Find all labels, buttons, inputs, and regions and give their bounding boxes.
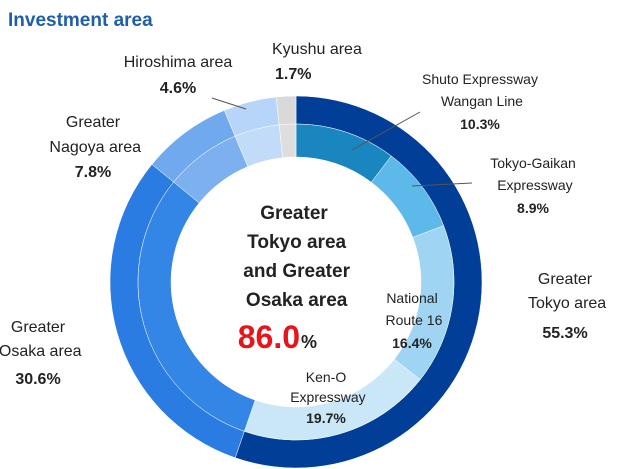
label: Greater Nagoya area xyxy=(45,114,141,156)
value-label: 55.3% xyxy=(542,325,587,342)
value-label: 7.8% xyxy=(75,164,111,181)
label-line: Tokyo-Gaikan xyxy=(490,155,576,171)
label-line: Nagoya area xyxy=(45,139,141,156)
value-label: 19.7% xyxy=(306,410,346,426)
rings xyxy=(109,95,483,469)
label-line: Hiroshima area xyxy=(124,54,233,71)
label-line: National xyxy=(386,290,437,306)
label-line: Expressway xyxy=(493,177,572,193)
label-line: and Greater xyxy=(238,261,351,282)
label-line: Route 16 xyxy=(382,312,443,328)
label: Ken-O Expressway xyxy=(286,369,365,405)
leader-line xyxy=(411,182,473,187)
value-label: 10.3% xyxy=(460,116,500,132)
label: Greater Tokyo area and Greater Osaka are… xyxy=(238,203,351,311)
label: Greater Tokyo area xyxy=(524,271,607,312)
leader-line xyxy=(351,111,421,151)
label-line: Greater xyxy=(66,114,121,131)
label: Tokyo-Gaikan Expressway xyxy=(490,155,576,193)
inner-segment xyxy=(278,123,297,158)
label: Hiroshima area xyxy=(124,54,233,71)
label-line: Greater xyxy=(11,319,66,336)
label: Greater Osaka area xyxy=(0,319,82,360)
center-unit: % xyxy=(301,332,317,352)
value-label: 16.4% xyxy=(392,335,432,351)
outer-segment xyxy=(275,95,297,126)
value-label: 4.6% xyxy=(160,80,196,97)
center-value: 86.0 xyxy=(238,319,300,355)
label-line: Osaka area xyxy=(241,290,348,311)
value-label: 8.9% xyxy=(517,200,549,216)
label-line: Kyushu area xyxy=(272,41,362,58)
label-line: Expressway xyxy=(286,389,365,405)
chart-title: Investment area xyxy=(8,10,153,31)
value-label: 1.7% xyxy=(275,66,311,83)
label: National Route 16 xyxy=(382,290,443,328)
labels: Greater Tokyo area 55.3% Greater Osaka are… xyxy=(0,41,606,426)
value-label: 30.6% xyxy=(15,371,60,388)
label-line: Greater xyxy=(260,203,328,224)
label: Kyushu area xyxy=(272,41,362,58)
inner-segment xyxy=(137,181,256,432)
leader-line xyxy=(211,97,247,110)
label-line: Wangan Line xyxy=(437,93,523,109)
label-line: Greater xyxy=(538,271,593,288)
label-line: Tokyo area xyxy=(242,232,347,253)
label: Shuto Expressway Wangan Line xyxy=(422,71,538,109)
label-line: Ken-O xyxy=(306,369,347,385)
label-line: Shuto Expressway xyxy=(422,71,538,87)
label-line: Osaka area xyxy=(0,343,82,360)
label-line: Tokyo area xyxy=(524,295,607,312)
